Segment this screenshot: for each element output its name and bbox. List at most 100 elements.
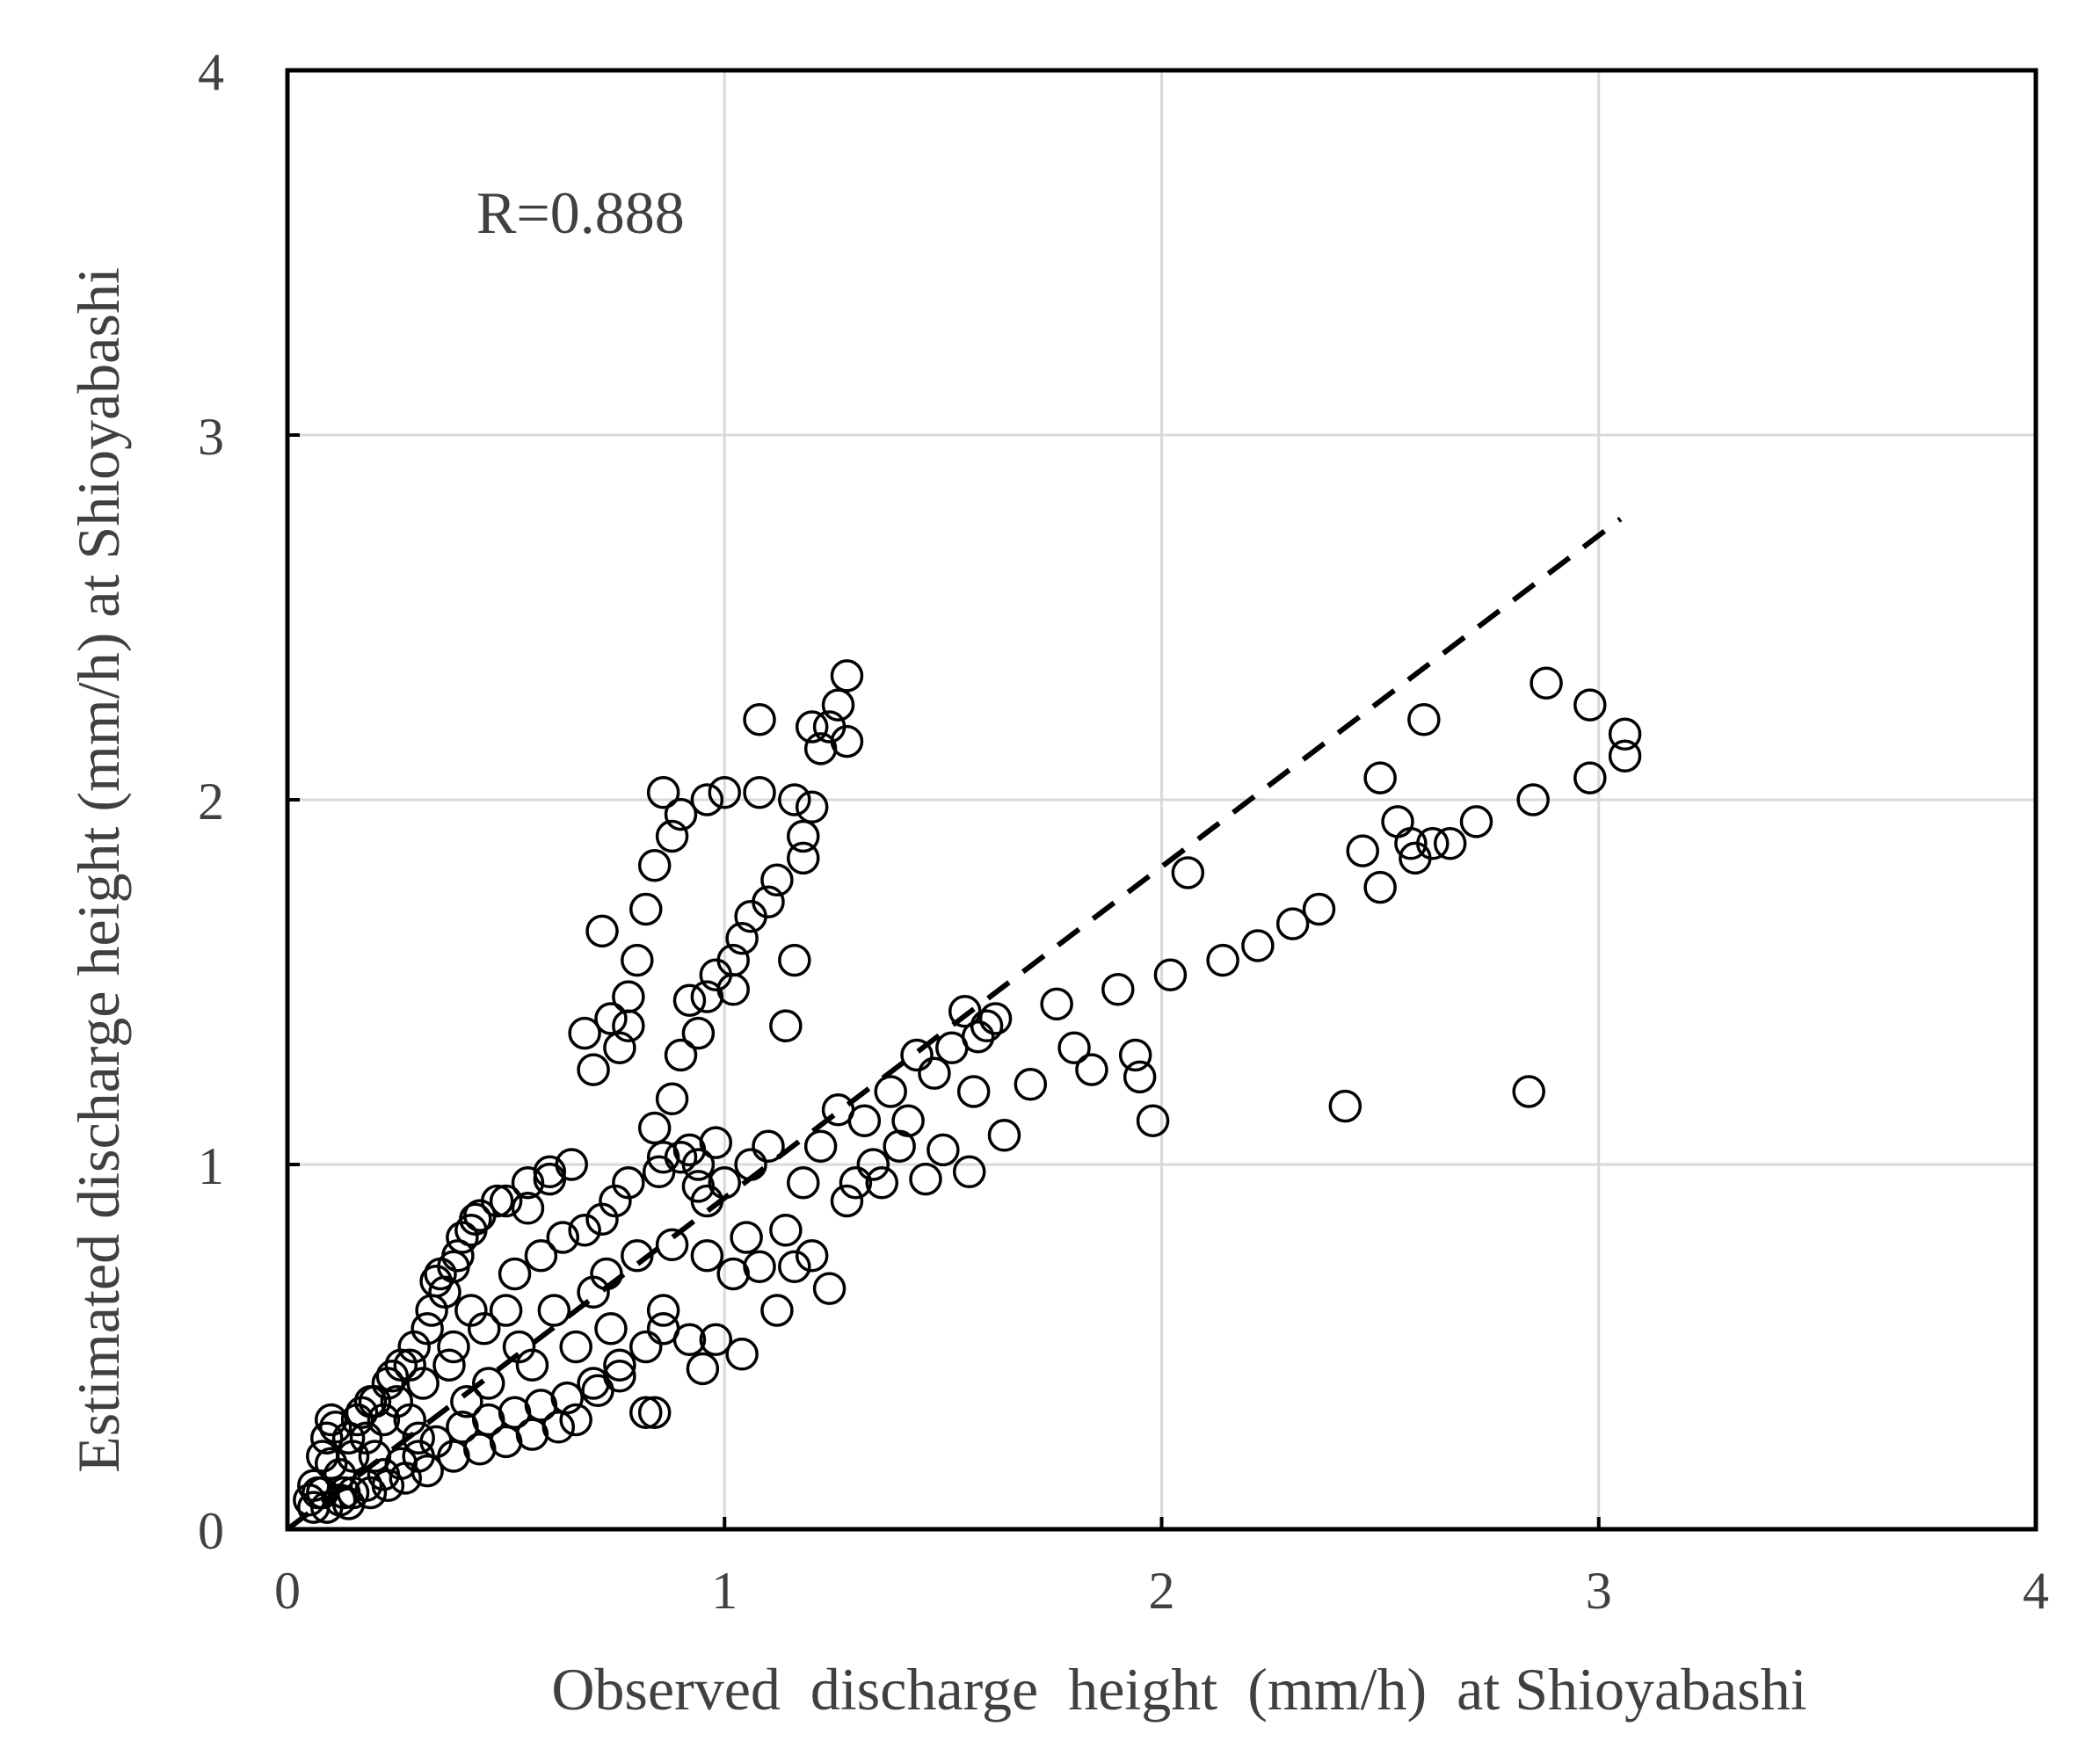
data-point: [926, 1133, 960, 1167]
data-point: [559, 1330, 592, 1364]
data-point: [760, 1294, 794, 1327]
data-point: [699, 1323, 733, 1356]
data-point: [468, 1312, 501, 1346]
data-point: [1171, 856, 1205, 889]
data-point: [537, 1294, 571, 1327]
data-point: [778, 783, 811, 816]
data-point: [970, 1009, 1004, 1043]
data-point: [681, 1016, 716, 1050]
y-tick-label-0: 0: [198, 1502, 224, 1560]
data-point: [621, 943, 654, 977]
data-point: [419, 1265, 453, 1298]
data-point: [743, 775, 776, 809]
data-point: [987, 1119, 1021, 1152]
data-point: [511, 1192, 545, 1225]
data-point: [795, 710, 829, 744]
data-point: [454, 1213, 488, 1247]
data-point: [1363, 761, 1397, 794]
data-point: [830, 724, 864, 758]
data-point: [1118, 1038, 1152, 1072]
data-point: [734, 1148, 767, 1181]
data-point: [856, 1148, 890, 1181]
data-point: [393, 1348, 426, 1382]
data-point: [629, 892, 663, 926]
data-point: [371, 1469, 405, 1502]
data-point: [1416, 827, 1450, 860]
data-point: [1381, 805, 1414, 838]
data-point: [1123, 1060, 1157, 1094]
data-point: [778, 943, 811, 977]
data-point: [1608, 717, 1642, 751]
data-point: [1057, 1031, 1091, 1064]
data-point: [585, 914, 619, 948]
data-point: [909, 1162, 942, 1196]
data-point: [1153, 958, 1188, 991]
data-point: [515, 1348, 549, 1382]
data-point: [533, 1155, 567, 1189]
data-point: [612, 1166, 645, 1200]
data-point: [471, 1367, 505, 1400]
data-point: [1512, 1075, 1545, 1108]
data-point: [646, 1312, 680, 1346]
data-point: [559, 1403, 592, 1437]
data-point: [524, 1239, 558, 1273]
data-point: [550, 1381, 584, 1415]
data-point: [686, 1352, 720, 1386]
data-point: [353, 1476, 388, 1510]
data-point: [1407, 702, 1441, 736]
data-point: [637, 1111, 672, 1145]
y-tick-label-3: 3: [198, 408, 224, 466]
data-point: [489, 1184, 523, 1218]
data-point: [432, 1348, 466, 1382]
data-points: [293, 659, 1642, 1524]
data-point: [891, 1104, 925, 1137]
data-point: [1136, 1104, 1170, 1137]
data-point: [411, 1454, 444, 1488]
data-point: [590, 1257, 623, 1291]
grid-lines: [287, 70, 2036, 1529]
data-point: [437, 1440, 470, 1473]
data-point: [778, 1250, 811, 1283]
data-point: [725, 921, 759, 955]
data-point: [1101, 973, 1135, 1006]
data-point: [795, 1239, 829, 1273]
data-point: [1328, 1089, 1362, 1123]
data-point: [821, 688, 855, 722]
data-point: [655, 819, 689, 853]
data-point: [708, 1166, 741, 1200]
data-point: [498, 1257, 532, 1291]
data-point: [1573, 688, 1607, 722]
data-point: [716, 973, 750, 1006]
data-point: [331, 1487, 366, 1520]
data-point: [769, 1009, 803, 1043]
data-point: [603, 1359, 636, 1393]
data-point: [655, 1082, 689, 1116]
data-point: [1516, 783, 1550, 816]
data-point: [314, 1403, 348, 1437]
correlation-annotation: R=0.888: [476, 179, 685, 246]
data-point: [489, 1294, 523, 1327]
data-point: [769, 1213, 803, 1247]
data-point: [708, 775, 741, 809]
data-point: [787, 1166, 820, 1200]
data-point: [1275, 907, 1310, 940]
data-point: [1346, 834, 1379, 867]
data-point: [646, 1294, 680, 1327]
data-point: [752, 1129, 785, 1163]
data-point: [1206, 943, 1239, 977]
x-tick-label-0: 0: [274, 1562, 301, 1620]
data-point: [1241, 929, 1275, 962]
data-point: [533, 1162, 567, 1196]
data-point: [752, 885, 785, 918]
data-point: [1608, 739, 1642, 773]
data-point: [568, 1016, 601, 1050]
data-point: [594, 1312, 628, 1346]
data-point: [812, 1272, 847, 1305]
data-point: [690, 1184, 724, 1218]
data-point: [511, 1166, 545, 1200]
data-point: [839, 1166, 873, 1200]
data-point: [918, 1056, 951, 1090]
fit-line: [286, 517, 1623, 1532]
x-tick-label-4: 4: [2023, 1562, 2049, 1620]
